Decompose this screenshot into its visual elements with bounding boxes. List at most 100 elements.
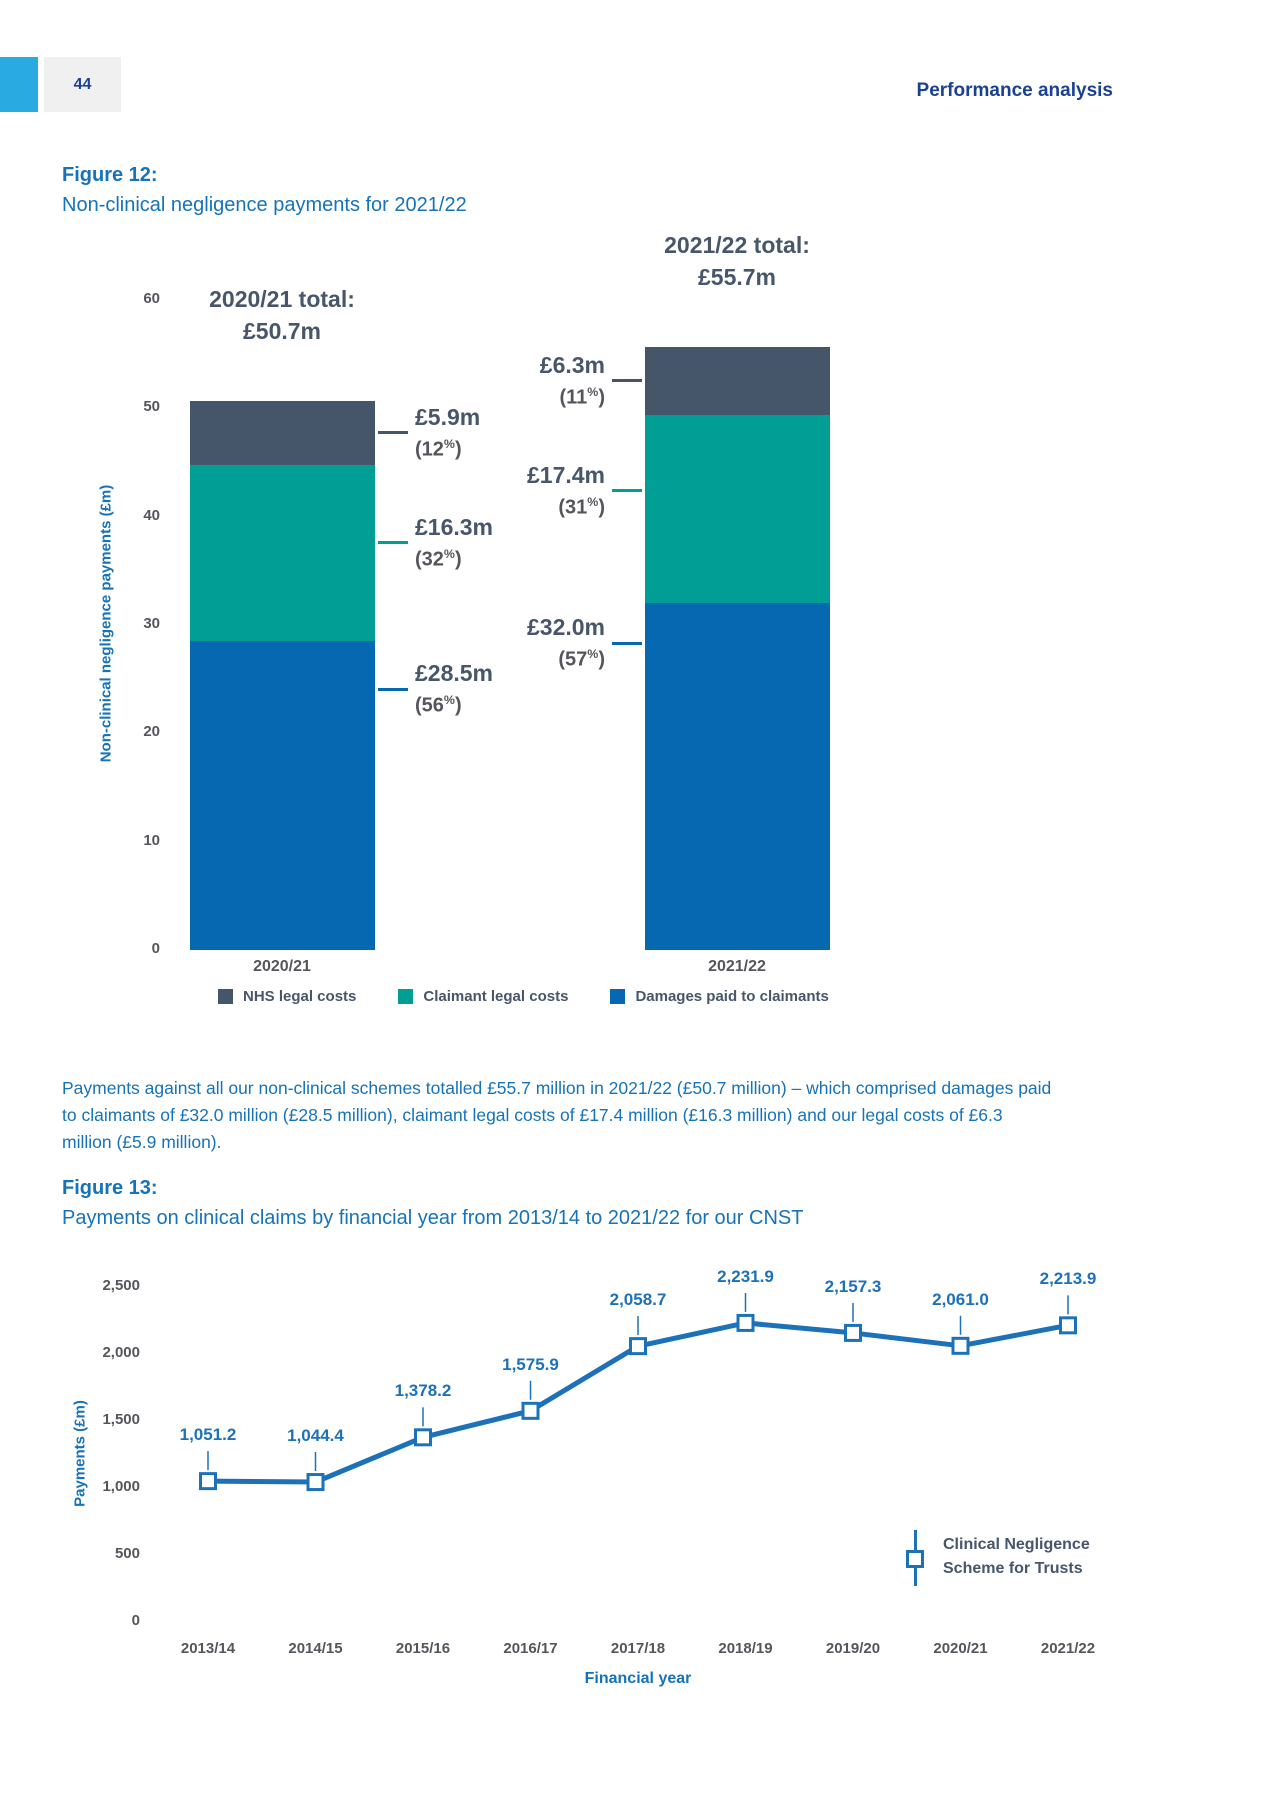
- figure12-label: Figure 12:: [62, 164, 158, 186]
- data-point-label: 2,061.0: [932, 1289, 989, 1309]
- segment-percent-label: (32%): [415, 546, 462, 571]
- total-label-year: 2021/22 total:: [664, 231, 810, 258]
- total-label-amount: £55.7m: [697, 263, 776, 290]
- figure12-heading: Figure 12: Non-clinical negligence payme…: [62, 160, 467, 220]
- x-axis-tick-label: 2016/17: [503, 1640, 558, 1657]
- bar-segment-nhs-legal-costs: [645, 346, 830, 415]
- x-axis-tick-label: 2021/22: [1040, 1640, 1096, 1657]
- x-axis-tick-label: 2017/18: [610, 1640, 666, 1657]
- x-axis-tick-label: 2013/14: [180, 1640, 236, 1657]
- total-label-year: 2020/21 total:: [209, 285, 355, 312]
- legend-label-line: Scheme for Trusts: [943, 1560, 1083, 1577]
- segment-value-label: £32.0m: [526, 614, 605, 641]
- callout-leader-line: [378, 687, 408, 691]
- figure13-heading: Figure 13: Payments on clinical claims b…: [62, 1173, 803, 1233]
- y-axis-tick-label: 1,500: [102, 1411, 140, 1428]
- segment-percent-label: (12%): [415, 436, 462, 461]
- total-label-amount: £50.7m: [242, 317, 321, 344]
- data-point-marker: [951, 1336, 970, 1355]
- data-point-label: 2,213.9: [1039, 1269, 1097, 1289]
- page-number-box: 44: [44, 57, 121, 112]
- x-axis-tick-label: 2018/19: [718, 1640, 773, 1657]
- bar-total-annotation: 2021/22 total: £55.7m: [597, 229, 877, 293]
- segment-value-label: £16.3m: [415, 513, 494, 540]
- legend-swatch-icon: [610, 989, 626, 1004]
- y-axis-tick-label: 2,000: [102, 1344, 140, 1361]
- figure13-label: Figure 13:: [62, 1177, 158, 1199]
- legend-item: Damages paid to claimants: [610, 988, 829, 1005]
- bar-segment-claimant-legal-costs: [645, 414, 830, 604]
- y-axis-tick-label: 50: [143, 398, 160, 416]
- bar-segment-damages-paid-to-claimants: [645, 603, 830, 950]
- callout-leader-line: [612, 379, 642, 383]
- data-point-label: 2,058.7: [609, 1290, 667, 1310]
- page-header-title: Performance analysis: [916, 80, 1113, 101]
- x-axis-category-label: 2020/21: [253, 958, 311, 975]
- percent-sign: %: [587, 494, 599, 509]
- line-chart-canvas: [199, 1292, 1077, 1492]
- data-point-label: 1,575.9: [502, 1354, 559, 1374]
- data-point-label: 2,231.9: [717, 1266, 774, 1286]
- page-corner-accent: [0, 57, 38, 112]
- legend-item: Claimant legal costs: [398, 988, 568, 1005]
- x-axis-title: Financial year: [584, 1670, 692, 1687]
- figure13-title: Payments on clinical claims by financial…: [62, 1207, 804, 1229]
- data-point-label: 1,378.2: [394, 1381, 452, 1401]
- data-point-marker: [1059, 1316, 1077, 1335]
- y-axis-tick-label: 0: [151, 940, 160, 957]
- segment-percent-label: (57%): [558, 647, 605, 671]
- percent-sign: %: [587, 384, 599, 399]
- legend-swatch-icon: [398, 989, 414, 1004]
- segment-value-label: £28.5m: [415, 660, 494, 687]
- percent-sign: %: [443, 546, 455, 561]
- bar-segment-claimant-legal-costs: [190, 464, 375, 642]
- segment-value-label: £6.3m: [539, 351, 605, 378]
- y-axis-tick-label: 0: [131, 1612, 140, 1629]
- y-axis-tick-label: 30: [143, 615, 160, 632]
- data-point-label: 1,051.2: [179, 1425, 237, 1445]
- callout-leader-line: [612, 641, 642, 645]
- callout-leader-line: [378, 431, 408, 435]
- percent-sign: %: [443, 436, 455, 451]
- data-point-marker: [521, 1401, 540, 1420]
- x-axis-tick-label: 2014/15: [288, 1640, 343, 1657]
- legend-label: Damages paid to claimants: [635, 988, 829, 1005]
- y-axis-tick-label: 500: [114, 1545, 140, 1562]
- callout-leader-line: [612, 489, 642, 493]
- figure12-caption: Payments against all our non-clinical sc…: [62, 1078, 1052, 1152]
- y-axis-tick-label: 20: [143, 723, 160, 741]
- percent-sign: %: [587, 647, 599, 662]
- bar-segment-nhs-legal-costs: [190, 400, 375, 465]
- x-axis-category-label: 2021/22: [708, 958, 766, 975]
- y-axis-title: Non-clinical negligence payments (£m): [97, 484, 115, 763]
- data-point-marker: [306, 1473, 325, 1492]
- segment-value-label: £17.4m: [526, 461, 605, 488]
- y-axis-tick-label: 40: [143, 506, 160, 524]
- legend-swatch-icon: [218, 989, 233, 1004]
- y-axis-tick-label: 2,500: [102, 1277, 140, 1294]
- data-point-label: 1,044.4: [287, 1426, 344, 1446]
- segment-percent-label: (11%): [559, 384, 605, 409]
- figure12-title: Non-clinical negligence payments for 202…: [62, 194, 467, 216]
- data-point-marker: [629, 1337, 647, 1356]
- legend-label: Clinical Negligence Scheme for Trusts: [943, 1533, 1183, 1581]
- legend-marker-icon: [905, 1530, 925, 1586]
- legend-label: Claimant legal costs: [423, 988, 569, 1005]
- x-axis-tick-label: 2015/16: [395, 1640, 451, 1657]
- legend-marker-square: [906, 1550, 924, 1568]
- segment-percent-label: (31%): [558, 494, 605, 519]
- y-axis-tick-label: 60: [143, 290, 160, 307]
- page-number: 44: [73, 75, 92, 93]
- legend-label: NHS legal costs: [243, 988, 357, 1005]
- x-axis-tick-label: 2019/20: [825, 1640, 881, 1657]
- x-axis-tick-label: 2020/21: [933, 1640, 988, 1657]
- segment-value-label: £5.9m: [415, 403, 481, 430]
- data-point-label: 2,157.3: [824, 1276, 882, 1296]
- chart-legend: NHS legal costs Claimant legal costs Damag…: [218, 988, 829, 1005]
- legend-label-line: Clinical Negligence: [943, 1536, 1090, 1553]
- data-point-marker: [844, 1323, 862, 1342]
- data-point-marker: [414, 1428, 432, 1447]
- data-point-marker: [199, 1472, 217, 1491]
- data-point-marker: [736, 1313, 755, 1332]
